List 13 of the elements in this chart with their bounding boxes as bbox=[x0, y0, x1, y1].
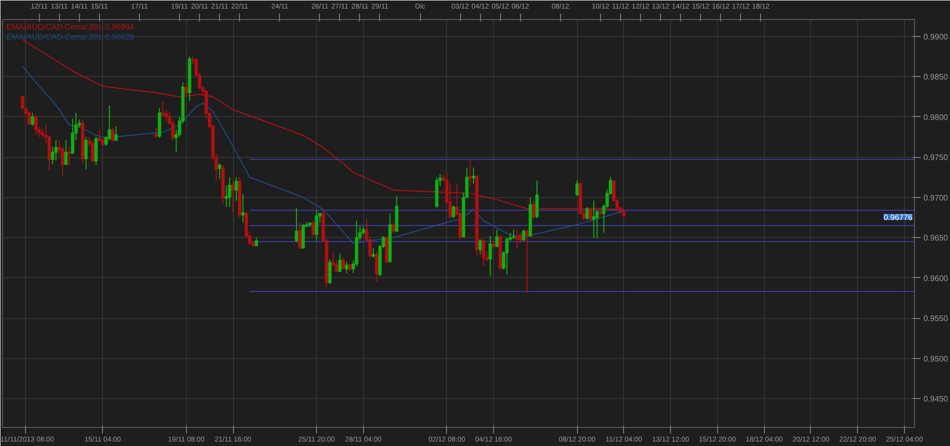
y-tick-label: 0.9900 bbox=[924, 32, 949, 42]
y-tick-label: 0.9600 bbox=[924, 274, 949, 283]
y-tick-label: 0.9550 bbox=[924, 314, 949, 324]
y-tick-label: 0.9700 bbox=[924, 193, 949, 202]
y-tick-label: 0.9450 bbox=[924, 394, 949, 404]
y-tick-label: 0.9650 bbox=[924, 234, 949, 243]
annotation: 0.96776 bbox=[884, 212, 914, 222]
y-tick-label: 0.9500 bbox=[924, 354, 949, 364]
y-tick-label: 0.9750 bbox=[924, 153, 949, 162]
y-tick-label: 0.9850 bbox=[924, 72, 949, 82]
text: EMA(AUD/CAD.Cerrar,80): 0.96864 bbox=[6, 22, 135, 32]
text: EMA(AUD/CAD.Cerrar,20): 0.96828 bbox=[6, 32, 135, 42]
y-tick-label: 0.9800 bbox=[924, 112, 949, 122]
